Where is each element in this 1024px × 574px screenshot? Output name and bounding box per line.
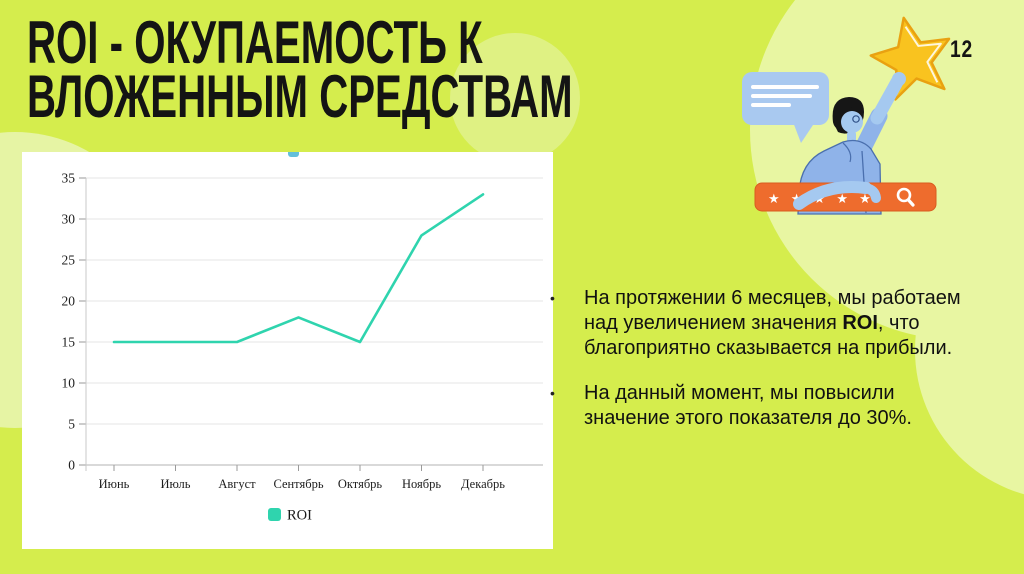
- page-title-line2: ВЛОЖЕННЫМ СРЕДСТВАМ: [27, 63, 573, 130]
- svg-text:Октябрь: Октябрь: [338, 477, 383, 491]
- background-blob: [450, 33, 580, 163]
- svg-text:5: 5: [68, 417, 75, 432]
- clipped-chart-title-fragment: [288, 152, 299, 157]
- svg-text:35: 35: [62, 171, 76, 186]
- rating-illustration: ★ ★ ★ ★ ★: [742, 16, 951, 215]
- svg-text:25: 25: [62, 253, 76, 268]
- bullet1-after: , что благоприятно сказывается на прибыл…: [584, 312, 953, 359]
- svg-text:Июнь: Июнь: [99, 477, 130, 491]
- person-forearm: [793, 181, 881, 210]
- bullet1-before: На протяжении 6 месяцев, мы работаем над…: [584, 287, 961, 334]
- page-title-line1: ROI - ОКУПАЕМОСТЬ К: [27, 9, 483, 76]
- svg-text:30: 30: [62, 212, 76, 227]
- legend-label: ROI: [287, 508, 312, 524]
- svg-text:Декабрь: Декабрь: [461, 477, 505, 491]
- bullet-marker: •: [550, 385, 555, 401]
- svg-text:Сентябрь: Сентябрь: [273, 477, 323, 491]
- bullet-marker: •: [550, 290, 555, 306]
- roi-line-chart: 0 5 10 15 20 25 30 35 Июнь Июль Август Сентябрь Октя…: [62, 171, 543, 524]
- star-icon: [869, 16, 951, 101]
- chat-bubble-icon: [742, 72, 829, 143]
- list-item: • На данный момент, мы повысили значение…: [548, 381, 984, 431]
- list-item: • На протяжении 6 месяцев, мы работаем н…: [548, 286, 984, 361]
- svg-text:0: 0: [68, 458, 75, 473]
- svg-text:Июль: Июль: [161, 477, 191, 491]
- bullet1-bold-term: ROI: [842, 312, 878, 334]
- svg-text:Ноябрь: Ноябрь: [402, 477, 441, 491]
- bullet-text-1: На протяжении 6 месяцев, мы работаем над…: [584, 286, 984, 361]
- legend-swatch: [268, 508, 281, 521]
- page-number: 12: [950, 36, 973, 63]
- svg-text:Август: Август: [218, 477, 256, 491]
- bullet-list: • На протяжении 6 месяцев, мы работаем н…: [548, 286, 984, 451]
- svg-text:20: 20: [62, 294, 76, 309]
- svg-text:10: 10: [62, 376, 76, 391]
- svg-text:15: 15: [62, 335, 76, 350]
- search-icon: [896, 187, 915, 207]
- page-title: ROI - ОКУПАЕМОСТЬ К ВЛОЖЕННЫМ СРЕДСТВАМ: [27, 9, 573, 130]
- chart-panel: 0 5 10 15 20 25 30 35 Июнь Июль Август Сентябрь Октя…: [22, 152, 553, 549]
- bullet-text-2: На данный момент, мы повысили значение э…: [584, 382, 912, 429]
